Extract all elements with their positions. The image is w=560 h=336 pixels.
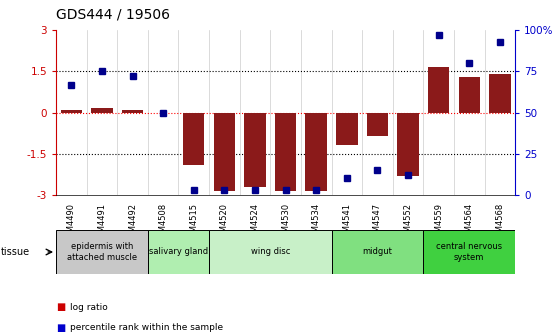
Bar (398, 113, 419, 176)
Bar (183, 113, 204, 165)
Bar (91, 109, 113, 113)
Text: tissue: tissue (1, 247, 30, 257)
Text: percentile rank within the sample: percentile rank within the sample (70, 323, 223, 332)
Bar (459, 77, 480, 113)
Text: wing disc: wing disc (251, 248, 290, 256)
Bar (244, 113, 265, 187)
Bar (122, 110, 143, 113)
Text: log ratio: log ratio (70, 303, 108, 312)
Text: central nervous
system: central nervous system (436, 242, 502, 262)
Text: ■: ■ (56, 302, 66, 312)
Bar (428, 67, 449, 113)
Bar (367, 113, 388, 136)
Bar (56, 230, 148, 274)
Bar (60, 110, 82, 113)
Bar (209, 230, 332, 274)
Text: midgut: midgut (362, 248, 393, 256)
Bar (423, 230, 515, 274)
Bar (148, 230, 209, 274)
Bar (489, 74, 511, 113)
Text: salivary gland: salivary gland (149, 248, 208, 256)
Text: GDS444 / 19506: GDS444 / 19506 (56, 8, 170, 22)
Bar (332, 230, 423, 274)
Bar (275, 113, 296, 191)
Text: ■: ■ (56, 323, 66, 333)
Text: epidermis with
attached muscle: epidermis with attached muscle (67, 242, 137, 262)
Bar (336, 113, 357, 145)
Bar (214, 113, 235, 191)
Bar (306, 113, 327, 191)
